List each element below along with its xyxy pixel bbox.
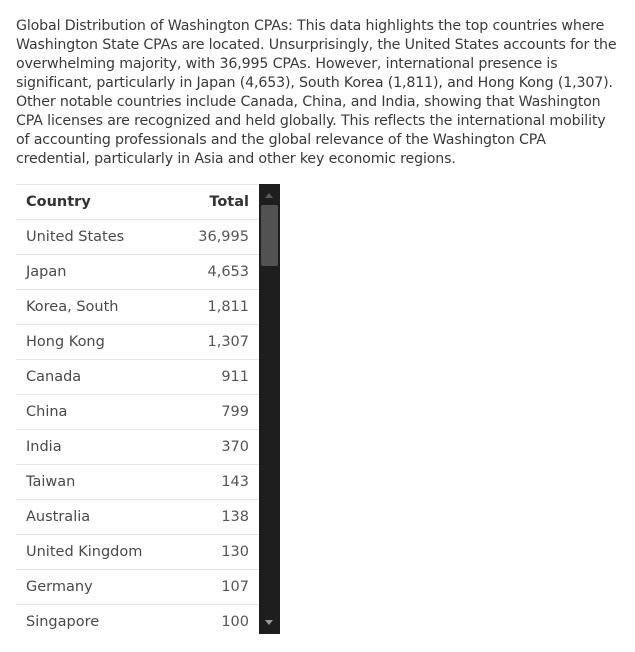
- total-cell: 100: [176, 604, 259, 634]
- total-cell: 107: [176, 569, 259, 605]
- vertical-scrollbar[interactable]: [259, 184, 280, 634]
- country-cell: Japan: [16, 254, 176, 290]
- total-cell: 36,995: [176, 219, 259, 255]
- table-row: Taiwan 143: [16, 464, 259, 500]
- scrollbar-thumb[interactable]: [261, 205, 278, 266]
- table-header-row: Country Total: [16, 184, 259, 220]
- table-row: Hong Kong 1,307: [16, 324, 259, 360]
- country-cell: Taiwan: [16, 464, 176, 500]
- total-cell: 138: [176, 499, 259, 535]
- country-totals-table: Country Total United States 36,995 Japan…: [16, 184, 259, 634]
- total-column-header[interactable]: Total: [176, 184, 259, 220]
- total-cell: 799: [176, 394, 259, 430]
- country-cell: United Kingdom: [16, 534, 176, 570]
- country-cell: Canada: [16, 359, 176, 395]
- country-cell: China: [16, 394, 176, 430]
- country-cell: Hong Kong: [16, 324, 176, 360]
- table-row: Singapore 100: [16, 604, 259, 634]
- scroll-up-arrow-icon[interactable]: [265, 193, 273, 198]
- table-row: Canada 911: [16, 359, 259, 395]
- total-cell: 143: [176, 464, 259, 500]
- country-table-container[interactable]: Country Total United States 36,995 Japan…: [16, 184, 280, 634]
- table-row: Australia 138: [16, 499, 259, 535]
- table-row: Japan 4,653: [16, 254, 259, 290]
- country-cell: Australia: [16, 499, 176, 535]
- table-row: United Kingdom 130: [16, 534, 259, 570]
- description-text: Global Distribution of Washington CPAs: …: [16, 18, 617, 167]
- table-row: Korea, South 1,811: [16, 289, 259, 325]
- country-cell: Germany: [16, 569, 176, 605]
- country-cell: Korea, South: [16, 289, 176, 325]
- total-cell: 370: [176, 429, 259, 465]
- country-cell: United States: [16, 219, 176, 255]
- total-cell: 1,307: [176, 324, 259, 360]
- country-column-header[interactable]: Country: [16, 184, 176, 220]
- total-cell: 130: [176, 534, 259, 570]
- scroll-down-arrow-icon[interactable]: [265, 620, 273, 625]
- table-row: United States 36,995: [16, 219, 259, 255]
- table-row: Germany 107: [16, 569, 259, 605]
- country-cell: Singapore: [16, 604, 176, 634]
- total-cell: 1,811: [176, 289, 259, 325]
- table-row: China 799: [16, 394, 259, 430]
- total-cell: 4,653: [176, 254, 259, 290]
- total-cell: 911: [176, 359, 259, 395]
- country-cell: India: [16, 429, 176, 465]
- table-row: India 370: [16, 429, 259, 465]
